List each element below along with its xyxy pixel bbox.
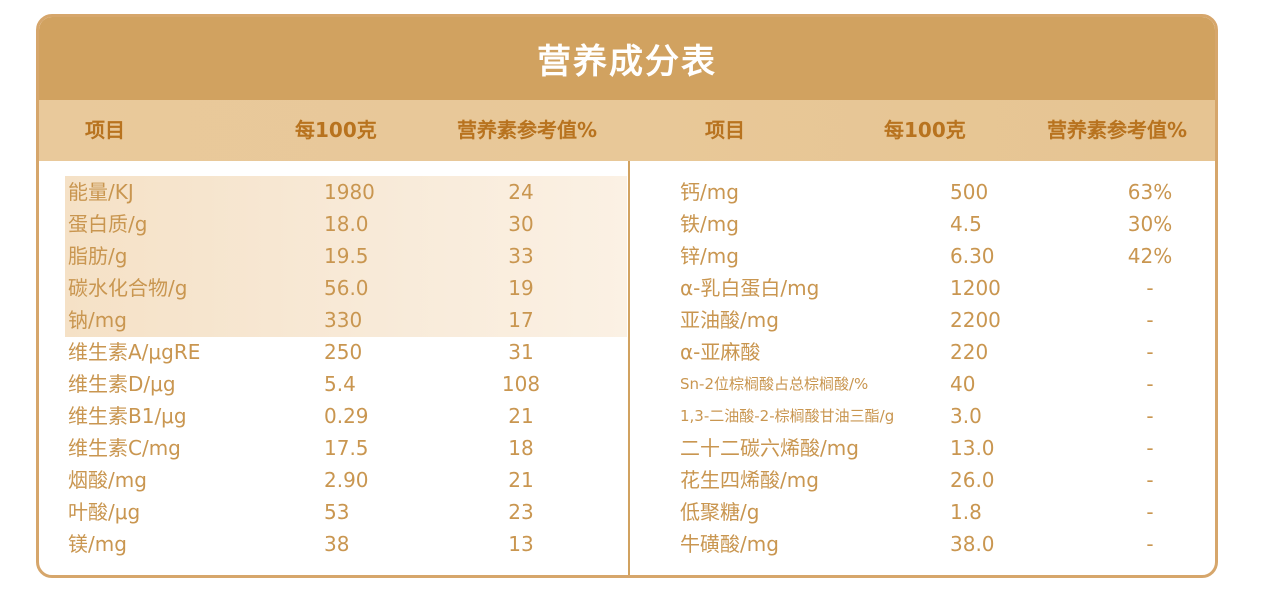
right-per100g-value: 3.0 — [950, 404, 982, 428]
table-row: 维生素B1/μg 0.29 21 1,3-二油酸-2-棕榈酸甘油三酯/g 3.0 - — [39, 400, 1215, 432]
right-item-name: 牛磺酸/mg — [680, 532, 779, 556]
left-item-name: 维生素A/μgRE — [68, 340, 201, 364]
left-nrv-value: 33 — [508, 244, 534, 268]
right-per100g-value: 38.0 — [950, 532, 995, 556]
right-nrv-value: 30% — [1127, 212, 1173, 236]
table-row: 钠/mg 330 17 亚油酸/mg 2200 - — [39, 304, 1215, 336]
table-row: 烟酸/mg 2.90 21 花生四烯酸/mg 26.0 - — [39, 464, 1215, 496]
left-per100g-value: 0.29 — [324, 404, 369, 428]
right-item-name: 钙/mg — [680, 180, 739, 204]
table-row: 脂肪/g 19.5 33 锌/mg 6.30 42% — [39, 240, 1215, 272]
left-nrv-value: 31 — [508, 340, 534, 364]
left-item-name: 维生素B1/μg — [68, 404, 187, 428]
right-item-name: 1,3-二油酸-2-棕榈酸甘油三酯/g — [680, 407, 895, 425]
right-nrv-value: - — [1146, 308, 1154, 332]
right-nrv-value: - — [1146, 500, 1154, 524]
right-item-name: Sn-2位棕榈酸占总棕榈酸/% — [680, 375, 869, 393]
left-nrv-value: 21 — [508, 468, 534, 492]
left-item-name: 碳水化合物/g — [68, 276, 188, 300]
right-item-name: 铁/mg — [680, 212, 739, 236]
right-nrv-value: 63% — [1127, 180, 1173, 204]
right-per100g-value: 1.8 — [950, 500, 982, 524]
table-row: 蛋白质/g 18.0 30 铁/mg 4.5 30% — [39, 208, 1215, 240]
right-item-name: 低聚糖/g — [680, 500, 760, 524]
left-item-name: 能量/KJ — [68, 180, 134, 204]
column-divider — [628, 161, 630, 575]
right-per100g-value: 2200 — [950, 308, 1001, 332]
table-row: 维生素A/μgRE 250 31 α-亚麻酸 220 - — [39, 336, 1215, 368]
right-per100g-value: 13.0 — [950, 436, 995, 460]
title-bar: 营养成分表 — [39, 17, 1215, 100]
right-per100g-value: 220 — [950, 340, 989, 364]
right-per100g-value: 26.0 — [950, 468, 995, 492]
left-per100g-value: 18.0 — [324, 212, 369, 236]
header-right-item: 项目 — [705, 118, 745, 142]
right-item-name: 亚油酸/mg — [680, 308, 779, 332]
header-right-nrv: 营养素参考值% — [1047, 118, 1188, 142]
nutrition-table-card: 营养成分表 项目 每100克 营养素参考值% 项目 每100克 营养素参考值% … — [36, 14, 1218, 578]
table-row: 维生素C/mg 17.5 18 二十二碳六烯酸/mg 13.0 - — [39, 432, 1215, 464]
header-left-per100g: 每100克 — [295, 118, 377, 142]
right-nrv-value: - — [1146, 404, 1154, 428]
header-left-item: 项目 — [85, 118, 125, 142]
left-nrv-value: 17 — [508, 308, 534, 332]
left-nrv-value: 108 — [501, 372, 541, 396]
right-item-name: α-亚麻酸 — [680, 340, 761, 364]
left-per100g-value: 53 — [324, 500, 350, 524]
right-item-name: 二十二碳六烯酸/mg — [680, 436, 859, 460]
left-per100g-value: 19.5 — [324, 244, 369, 268]
left-per100g-value: 330 — [324, 308, 363, 332]
left-nrv-value: 13 — [508, 532, 534, 556]
table-row: 镁/mg 38 13 牛磺酸/mg 38.0 - — [39, 528, 1215, 560]
right-nrv-value: - — [1146, 340, 1154, 364]
left-per100g-value: 5.4 — [324, 372, 356, 396]
right-item-name: α-乳白蛋白/mg — [680, 276, 820, 300]
left-per100g-value: 1980 — [324, 180, 375, 204]
right-item-name: 锌/mg — [680, 244, 739, 268]
left-per100g-value: 250 — [324, 340, 363, 364]
right-per100g-value: 6.30 — [950, 244, 995, 268]
right-nrv-value: - — [1146, 372, 1154, 396]
left-per100g-value: 17.5 — [324, 436, 369, 460]
right-item-name: 花生四烯酸/mg — [680, 468, 819, 492]
left-item-name: 蛋白质/g — [68, 212, 148, 236]
table-row: 能量/KJ 1980 24 钙/mg 500 63% — [39, 176, 1215, 208]
header-row: 项目 每100克 营养素参考值% 项目 每100克 营养素参考值% — [39, 100, 1215, 161]
table-row: 叶酸/μg 53 23 低聚糖/g 1.8 - — [39, 496, 1215, 528]
left-per100g-value: 38 — [324, 532, 350, 556]
right-per100g-value: 500 — [950, 180, 989, 204]
table-row: 碳水化合物/g 56.0 19 α-乳白蛋白/mg 1200 - — [39, 272, 1215, 304]
left-item-name: 脂肪/g — [68, 244, 128, 268]
left-item-name: 维生素C/mg — [68, 436, 181, 460]
left-nrv-value: 19 — [508, 276, 534, 300]
right-nrv-value: - — [1146, 468, 1154, 492]
header-left-nrv: 营养素参考值% — [457, 118, 598, 142]
left-nrv-value: 30 — [508, 212, 534, 236]
left-per100g-value: 2.90 — [324, 468, 369, 492]
table-row: 维生素D/μg 5.4 108 Sn-2位棕榈酸占总棕榈酸/% 40 - — [39, 368, 1215, 400]
left-nrv-value: 23 — [508, 500, 534, 524]
left-item-name: 镁/mg — [68, 532, 127, 556]
right-per100g-value: 1200 — [950, 276, 1001, 300]
highlight-band — [65, 176, 627, 337]
left-nrv-value: 24 — [508, 180, 534, 204]
right-nrv-value: 42% — [1127, 244, 1173, 268]
left-per100g-value: 56.0 — [324, 276, 369, 300]
table-title: 营养成分表 — [537, 42, 717, 82]
right-per100g-value: 4.5 — [950, 212, 982, 236]
right-nrv-value: - — [1146, 276, 1154, 300]
right-nrv-value: - — [1146, 532, 1154, 556]
right-per100g-value: 40 — [950, 372, 976, 396]
left-item-name: 烟酸/mg — [68, 468, 147, 492]
left-item-name: 维生素D/μg — [68, 372, 176, 396]
left-nrv-value: 21 — [508, 404, 534, 428]
left-nrv-value: 18 — [508, 436, 534, 460]
left-item-name: 钠/mg — [68, 308, 127, 332]
header-right-per100g: 每100克 — [884, 118, 966, 142]
left-item-name: 叶酸/μg — [68, 500, 141, 524]
right-nrv-value: - — [1146, 436, 1154, 460]
